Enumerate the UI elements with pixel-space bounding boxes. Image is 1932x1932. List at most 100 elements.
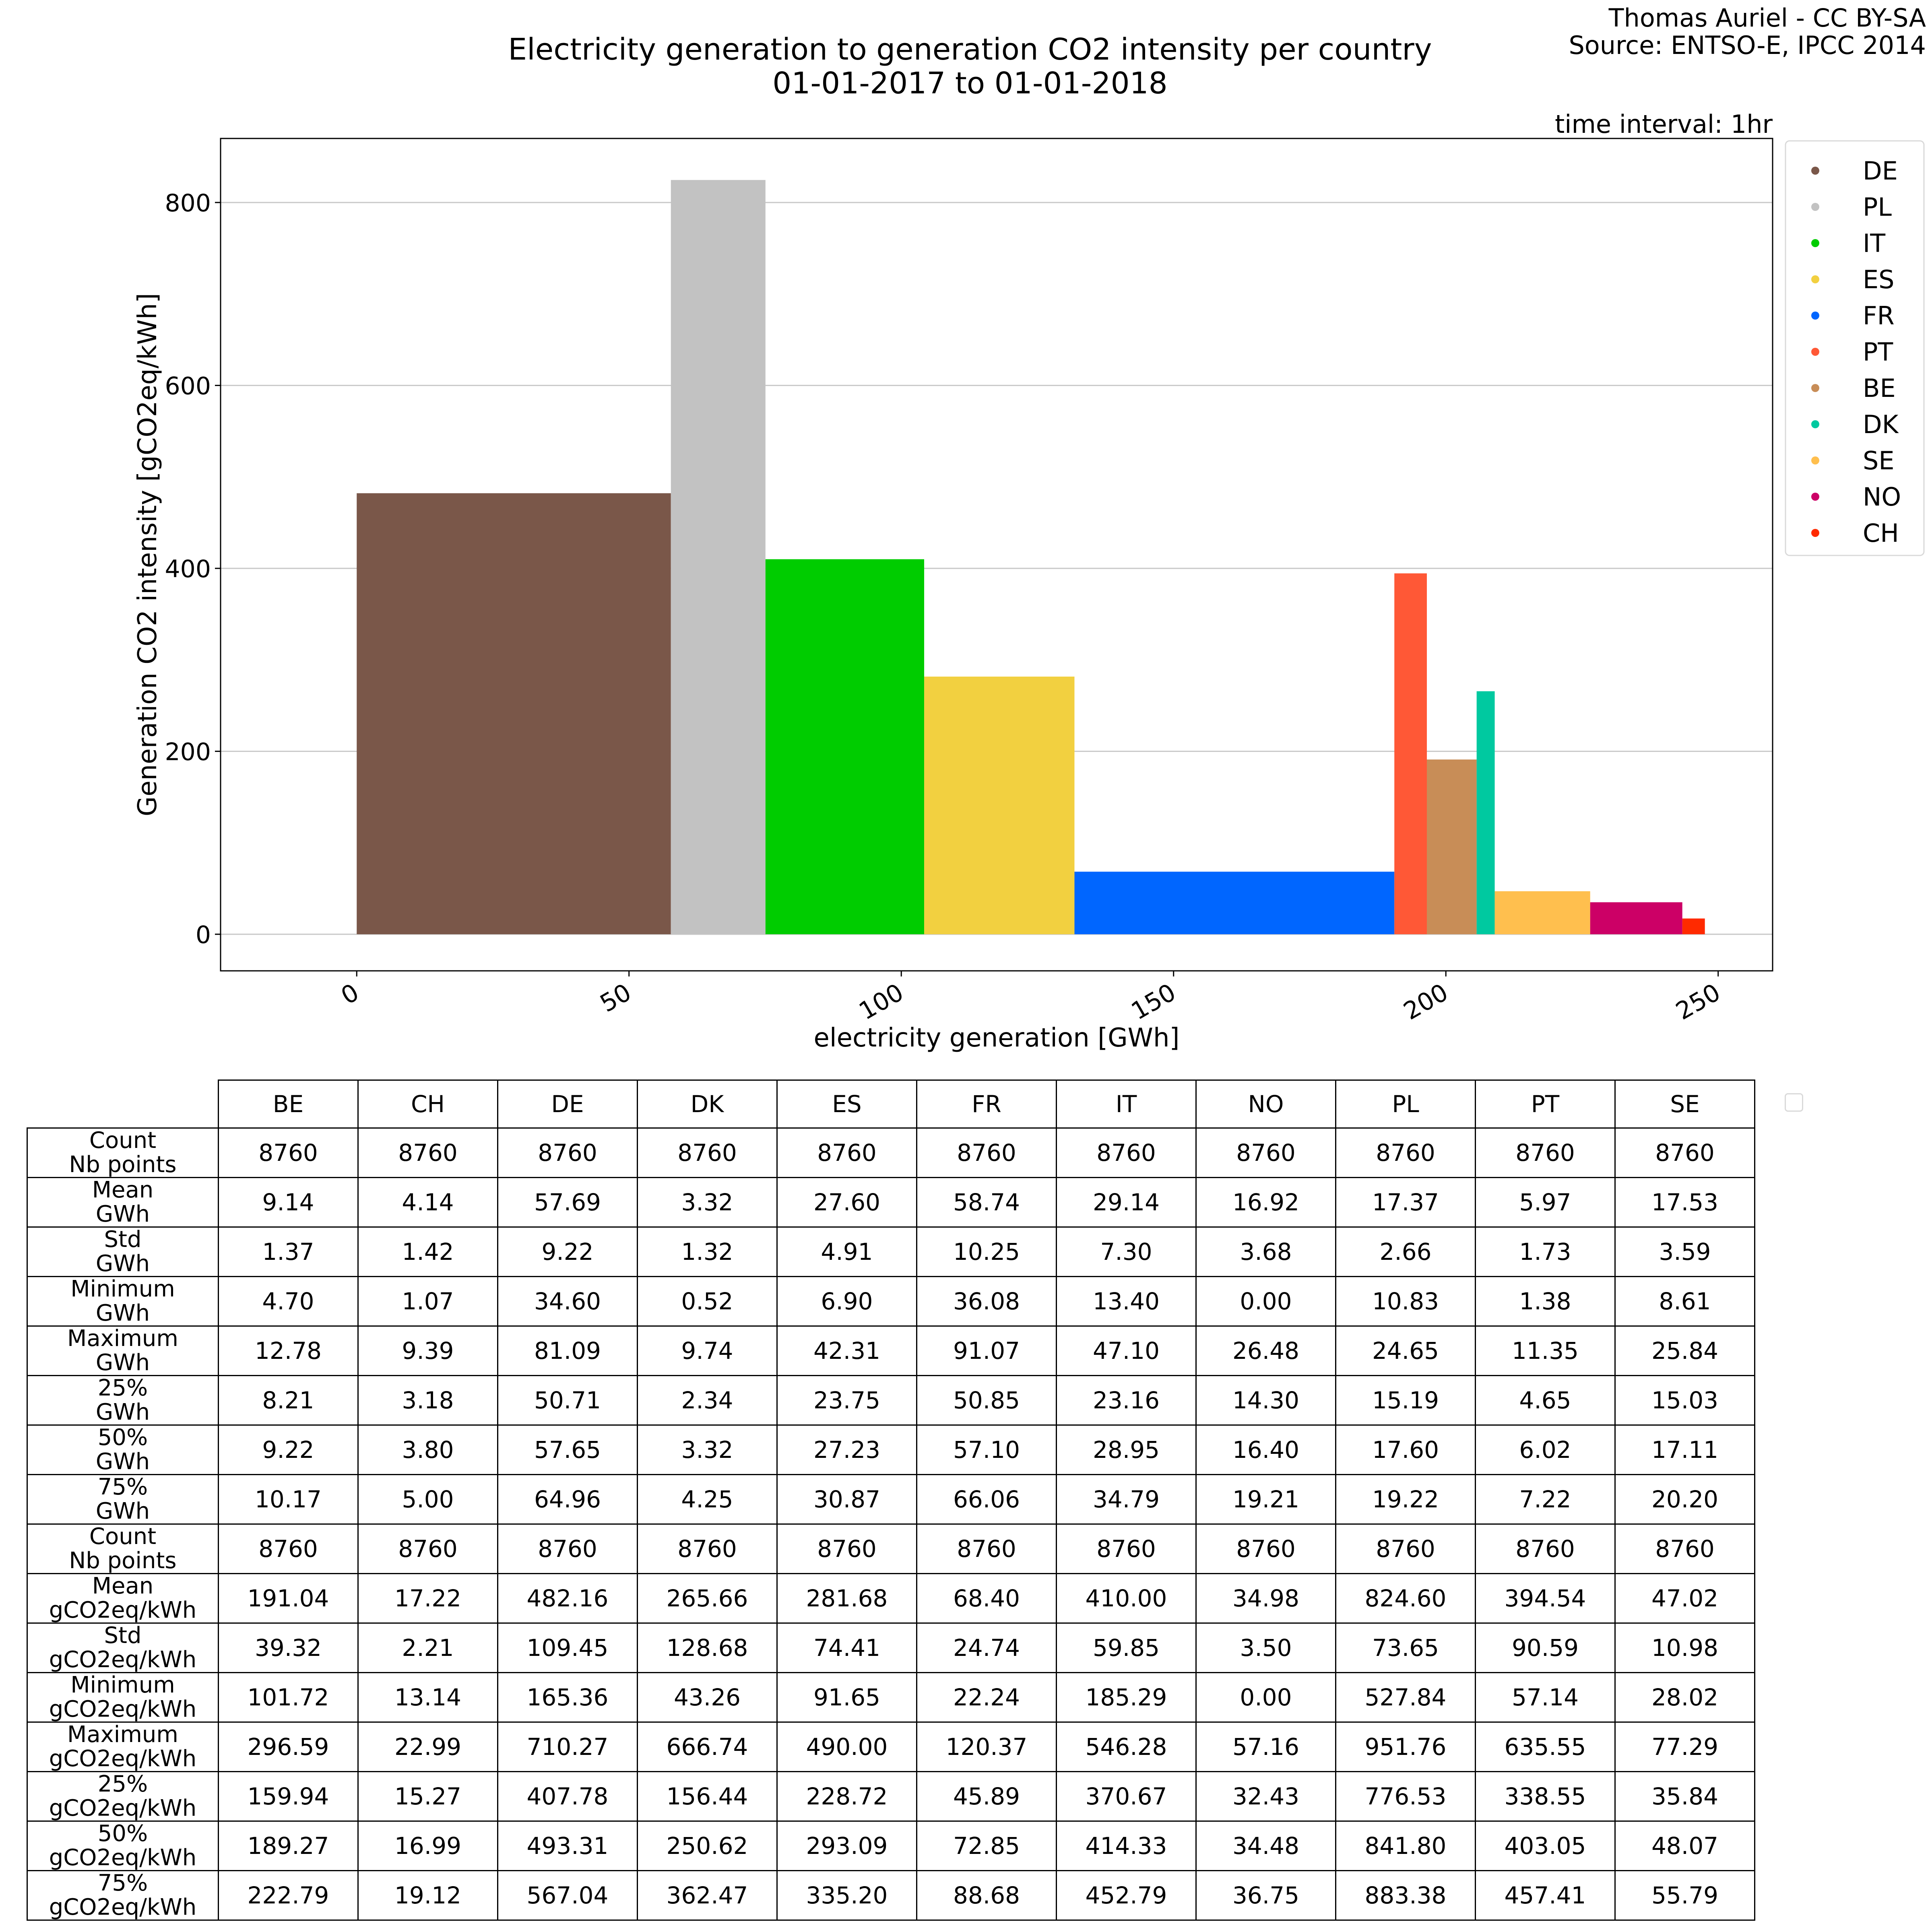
column-header-it: IT: [1056, 1080, 1197, 1129]
table-cell-pl: 17.37: [1335, 1177, 1476, 1228]
table-cell-pt: 5.97: [1475, 1177, 1616, 1228]
x-tick-label-50: 50: [595, 978, 636, 1018]
legend-marker-fr: [1811, 312, 1819, 320]
table-cell-no: 57.16: [1195, 1721, 1336, 1772]
table-cell-be: 1.37: [218, 1226, 359, 1277]
table-cell-de: 165.36: [497, 1672, 638, 1723]
table-cell-it: 8760: [1056, 1127, 1197, 1178]
table-cell-es: 281.68: [776, 1573, 917, 1624]
row-header-line: Minimum: [70, 1672, 175, 1698]
table-cell-ch: 8760: [357, 1127, 498, 1178]
table-cell-se: 17.53: [1614, 1177, 1755, 1228]
table-cell-fr: 91.07: [916, 1325, 1057, 1376]
table-cell-no: 36.75: [1195, 1870, 1336, 1921]
bar-fr: [1074, 871, 1395, 935]
y-tick-label-600: 600: [165, 372, 211, 400]
row-header-line: 50%: [97, 1425, 148, 1451]
table-row: 50% GWh 9.22 3.80 57.65 3.32 27.23 57.10 28.95 16…: [27, 1424, 1755, 1475]
legend-label-ch: CH: [1863, 518, 1899, 548]
column-header-be: BE: [218, 1080, 359, 1129]
table-cell-se: 77.29: [1614, 1721, 1755, 1772]
row-header: Mean gCO2eq/kWh: [27, 1573, 219, 1624]
row-header-line: 25%: [97, 1771, 148, 1797]
row-header-line: gCO2eq/kWh: [49, 1647, 197, 1673]
table-cell-be: 8.21: [218, 1375, 359, 1426]
table-cell-es: 42.31: [776, 1325, 917, 1376]
y-axis-ticks: 0 200 400 600 800: [165, 189, 221, 949]
bar-no: [1590, 902, 1682, 935]
table-cell-de: 493.31: [497, 1821, 638, 1871]
table-cell-fr: 36.08: [916, 1276, 1057, 1327]
row-header: Count Nb points: [27, 1523, 219, 1574]
x-axis-label: electricity generation [GWh]: [814, 1023, 1180, 1053]
table-cell-it: 370.67: [1056, 1771, 1197, 1822]
table-row: Minimum gCO2eq/kWh 101.72 13.14 165.36 43.26 9…: [27, 1672, 1755, 1723]
table-cell-se: 8.61: [1614, 1276, 1755, 1327]
column-header-pt: PT: [1475, 1080, 1616, 1129]
table-row: 75% gCO2eq/kWh 222.79 19.12 567.04 362.47 335.…: [27, 1870, 1755, 1921]
table-cell-it: 452.79: [1056, 1870, 1197, 1921]
table-corner: [27, 1080, 219, 1128]
x-tick-label-250: 250: [1671, 978, 1725, 1026]
table-cell-es: 4.91: [776, 1226, 917, 1277]
bar-es: [924, 676, 1075, 935]
y-axis-label: Generation CO2 intensity [gCO2eq/kWh]: [133, 293, 163, 816]
row-header-line: 50%: [97, 1821, 148, 1847]
table-cell-no: 8760: [1195, 1127, 1336, 1178]
row-header: 50% gCO2eq/kWh: [27, 1821, 219, 1871]
row-header-line: Minimum: [70, 1276, 175, 1302]
legend-marker-ch: [1811, 529, 1819, 537]
bar-pl: [671, 180, 766, 935]
table-cell-it: 23.16: [1056, 1375, 1197, 1426]
row-header-line: Count: [89, 1524, 157, 1550]
table-cell-pt: 8760: [1475, 1523, 1616, 1574]
legend-label-de: DE: [1863, 156, 1898, 186]
table-cell-no: 8760: [1195, 1523, 1336, 1574]
table-cell-dk: 4.25: [637, 1474, 778, 1525]
table-cell-dk: 43.26: [637, 1672, 778, 1723]
table-cell-it: 410.00: [1056, 1573, 1197, 1624]
table-cell-se: 35.84: [1614, 1771, 1755, 1822]
table-cell-dk: 2.34: [637, 1375, 778, 1426]
table-cell-no: 14.30: [1195, 1375, 1336, 1426]
table-cell-se: 3.59: [1614, 1226, 1755, 1277]
table-cell-be: 101.72: [218, 1672, 359, 1723]
column-header-es: ES: [776, 1080, 917, 1129]
row-header: Mean GWh: [27, 1177, 219, 1228]
table-cell-dk: 3.32: [637, 1424, 778, 1475]
table-cell-ch: 13.14: [357, 1672, 498, 1723]
table-cell-dk: 362.47: [637, 1870, 778, 1921]
table-cell-fr: 66.06: [916, 1474, 1057, 1525]
table-cell-no: 0.00: [1195, 1672, 1336, 1723]
table-cell-ch: 3.80: [357, 1424, 498, 1475]
table-cell-pt: 4.65: [1475, 1375, 1616, 1426]
table-cell-be: 9.14: [218, 1177, 359, 1228]
legend-label-pl: PL: [1863, 192, 1892, 222]
table-cell-pl: 24.65: [1335, 1325, 1476, 1376]
table-cell-de: 407.78: [497, 1771, 638, 1822]
table-row: Std gCO2eq/kWh 39.32 2.21 109.45 128.68 74.41 2…: [27, 1622, 1755, 1673]
table-cell-dk: 666.74: [637, 1721, 778, 1772]
table-cell-se: 28.02: [1614, 1672, 1755, 1723]
table-cell-fr: 8760: [916, 1523, 1057, 1574]
x-tick-label-200: 200: [1399, 978, 1453, 1026]
row-header-line: Nb points: [69, 1152, 177, 1178]
table-cell-dk: 0.52: [637, 1276, 778, 1327]
table-row: 25% gCO2eq/kWh 159.94 15.27 407.78 156.44 228.…: [27, 1771, 1755, 1822]
table-cell-be: 191.04: [218, 1573, 359, 1624]
table-cell-ch: 4.14: [357, 1177, 498, 1228]
row-header-line: gCO2eq/kWh: [49, 1894, 197, 1920]
y-tick-label-800: 800: [165, 189, 211, 217]
row-header-line: GWh: [95, 1350, 150, 1376]
column-header-ch: CH: [357, 1080, 498, 1129]
table-cell-pt: 635.55: [1475, 1721, 1616, 1772]
table-cell-ch: 22.99: [357, 1721, 498, 1772]
row-header-line: Mean: [92, 1573, 154, 1599]
table-cell-pt: 338.55: [1475, 1771, 1616, 1822]
column-header-de: DE: [497, 1080, 638, 1129]
table-cell-it: 7.30: [1056, 1226, 1197, 1277]
legend-frame: [1785, 140, 1925, 556]
bar-de: [357, 493, 671, 935]
legend-marker-se: [1811, 456, 1819, 464]
table-cell-it: 47.10: [1056, 1325, 1197, 1376]
